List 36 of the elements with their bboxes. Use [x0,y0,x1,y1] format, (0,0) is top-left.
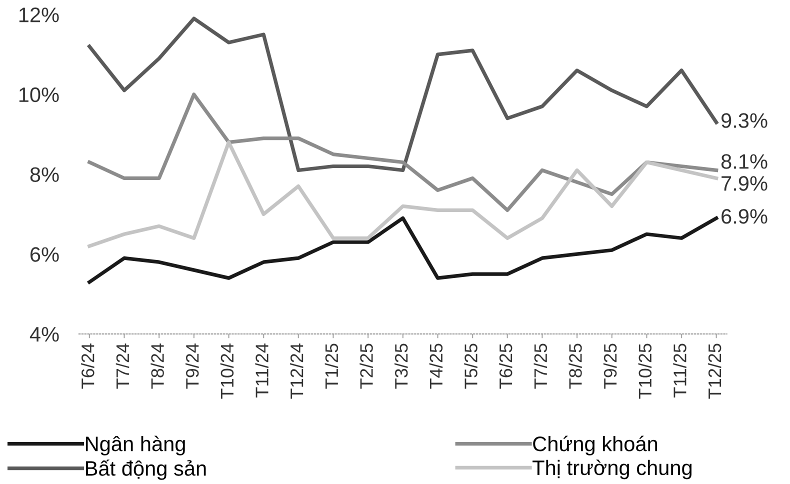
line-series [88,16,718,172]
legend-label: Ngân hàng [86,436,185,456]
x-tick-label: T5/25 [464,344,478,389]
x-tick-label: T7/25 [534,344,548,389]
x-tick-label: T12/25 [708,344,722,399]
x-tick-label: T11/25 [673,344,686,398]
legend-label: Bất động sản [86,460,206,480]
x-tick-label: T9/24 [186,344,199,389]
y-tick-label: 10% [19,87,59,102]
x-tick-label: T11/24 [255,344,268,398]
x-tick-label: T8/24 [150,344,164,389]
x-tick-label: T1/25 [324,344,338,389]
y-tick-label: 4% [30,327,59,342]
line-series [88,216,718,284]
x-tick-label: T7/24 [116,344,130,389]
annotation: 9.3% [722,113,768,128]
x-tick-label: T3/25 [394,344,408,389]
y-tick-label: 8% [30,167,59,182]
annotation: 7.9% [722,176,768,191]
y-tick-label: 6% [30,247,59,262]
annotation: 6.9% [722,209,768,224]
line-series [88,140,718,248]
x-tick-label: T9/25 [603,344,617,389]
x-tick-label: T8/25 [568,344,582,389]
x-tick-label: T6/24 [81,344,94,389]
x-tick-label: T10/24 [220,344,234,399]
x-tick-label: T4/25 [429,344,443,389]
legend-label: Chứng khoán [533,436,658,456]
x-tick-label: T2/25 [360,344,373,389]
annotation: 8.1% [721,154,768,169]
line-series [88,92,718,212]
legend-label: Thị trường chung [532,460,692,480]
x-tick-label: T10/25 [638,344,652,399]
y-tick-label: 12% [19,8,59,22]
x-tick-label: T12/24 [290,344,304,399]
x-tick-label: T6/25 [498,344,512,389]
